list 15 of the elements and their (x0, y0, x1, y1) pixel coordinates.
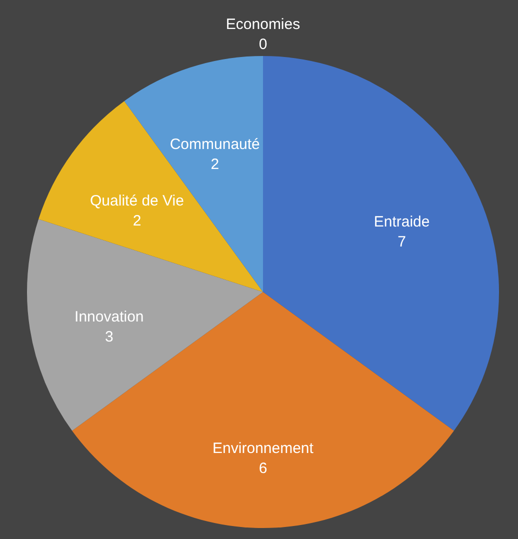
data-label: 6 (258, 460, 268, 477)
pie-slice (263, 56, 499, 431)
category-label: Economies (226, 16, 300, 33)
slice-label: Entraide (374, 213, 430, 230)
data-label: 7 (398, 233, 406, 250)
slice-label: Innovation (74, 308, 144, 326)
data-label: 2 (132, 212, 142, 230)
data-label: 2 (210, 156, 220, 173)
slice-label: Communauté (170, 136, 260, 153)
pie-slice (38, 101, 263, 292)
data-label: 3 (104, 328, 114, 346)
pie-slice (72, 292, 454, 528)
slice-label: Environnement (212, 440, 314, 457)
text: 0 (258, 36, 268, 53)
slice-label: Qualité de Vie (90, 192, 184, 210)
